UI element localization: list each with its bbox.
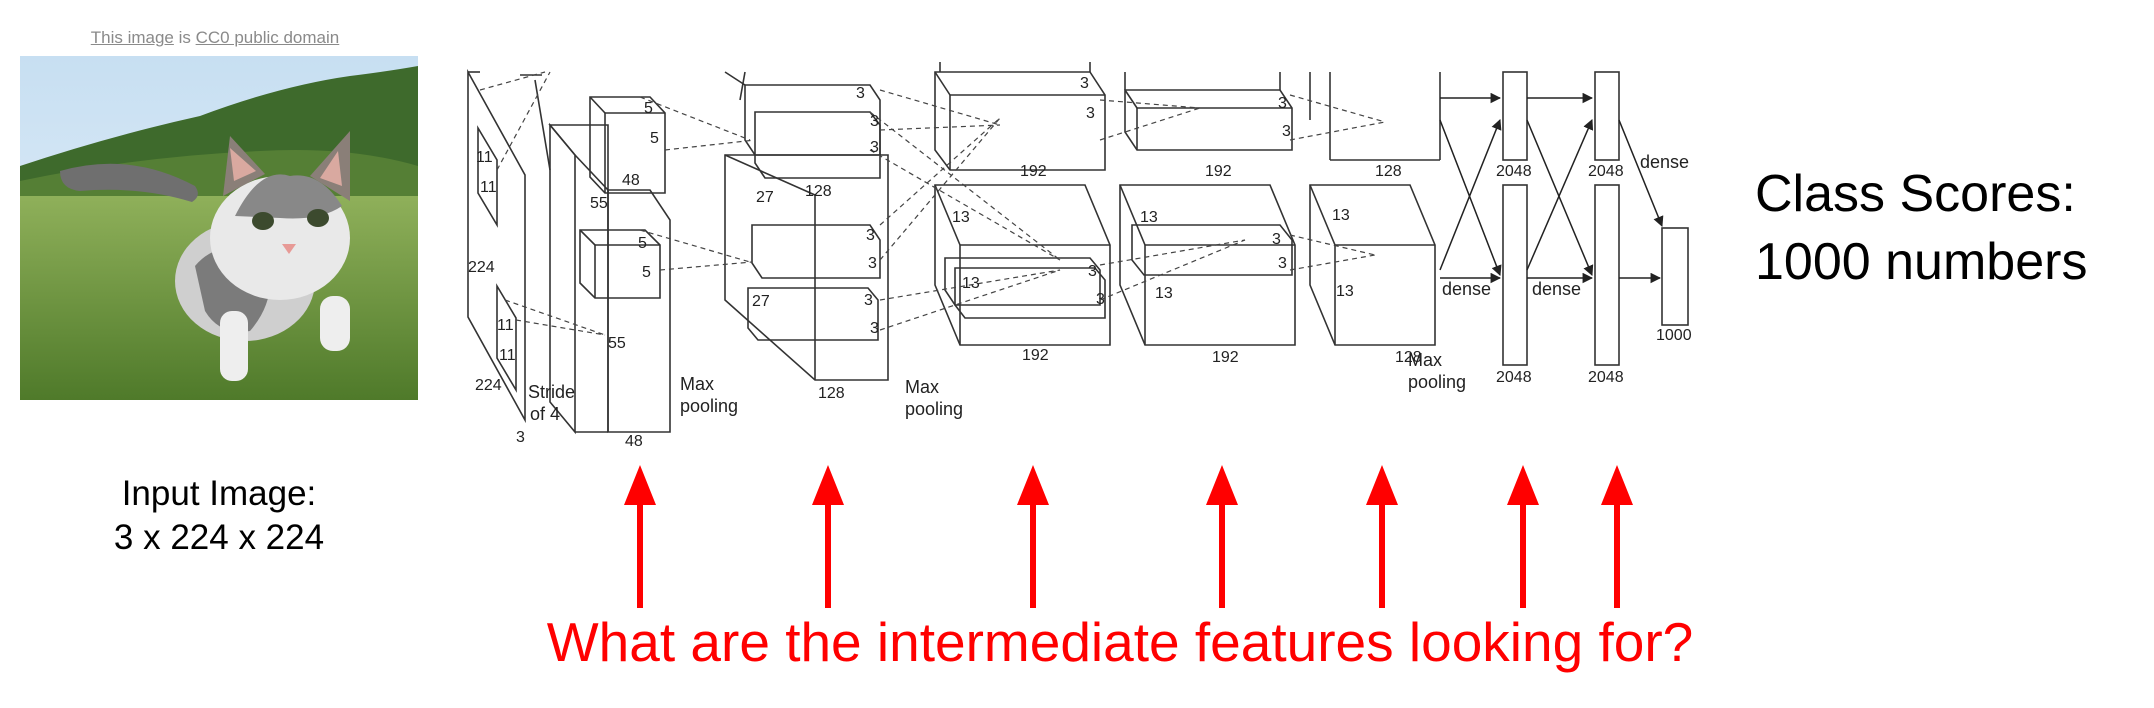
class-scores-caption: Class Scores: 1000 numbers xyxy=(1755,160,2145,296)
input-image-caption: Input Image: 3 x 224 x 224 xyxy=(20,472,418,560)
input-caption-line1: Input Image: xyxy=(121,474,317,513)
conv-connections xyxy=(479,71,1386,336)
question-caption: What are the intermediate features looki… xyxy=(546,611,1694,673)
label-2048: 2048 xyxy=(1588,369,1624,386)
red-up-arrow-icon xyxy=(1366,465,1398,608)
label-3: 3 xyxy=(1080,75,1089,92)
label-max: Max xyxy=(905,377,939,397)
label-11: 11 xyxy=(480,179,497,196)
label-3: 3 xyxy=(1278,95,1287,112)
feature-arrows xyxy=(624,465,1633,608)
label-27: 27 xyxy=(752,293,770,310)
red-up-arrow-icon xyxy=(1601,465,1633,608)
label-3: 3 xyxy=(1282,123,1291,140)
dense-layers xyxy=(1502,71,1689,366)
label-128: 128 xyxy=(1395,349,1422,366)
label-11: 11 xyxy=(497,317,514,334)
label-dense: dense xyxy=(1640,152,1689,172)
label-13: 13 xyxy=(1140,209,1158,226)
label-pooling: pooling xyxy=(1408,372,1466,392)
red-up-arrow-icon xyxy=(1017,465,1049,608)
input-volume xyxy=(467,68,551,424)
label-128: 128 xyxy=(805,183,832,200)
red-up-arrow-icon xyxy=(1507,465,1539,608)
conv5-volume xyxy=(1309,72,1441,346)
label-13: 13 xyxy=(962,275,980,292)
label-2048: 2048 xyxy=(1496,369,1532,386)
label-2048: 2048 xyxy=(1588,163,1624,180)
label-dense: dense xyxy=(1442,279,1491,299)
label-55: 55 xyxy=(590,195,608,212)
label-3: 3 xyxy=(870,113,879,130)
label-1000: 1000 xyxy=(1656,327,1692,344)
label-3: 3 xyxy=(870,139,879,156)
label-192: 192 xyxy=(1205,163,1232,180)
image-credit: This image is CC0 public domain xyxy=(0,28,430,48)
label-5: 5 xyxy=(644,100,653,117)
conv1-volume xyxy=(548,96,671,435)
label-3: 3 xyxy=(856,85,865,102)
label-5: 5 xyxy=(642,264,651,281)
label-3: 3 xyxy=(1272,231,1281,248)
label-3: 3 xyxy=(1088,263,1097,280)
label-3: 3 xyxy=(870,320,879,337)
label-5: 5 xyxy=(650,130,659,147)
label-pooling: pooling xyxy=(905,399,963,419)
label-3: 3 xyxy=(516,429,525,446)
label-11: 11 xyxy=(499,347,516,364)
label-13: 13 xyxy=(1336,283,1354,300)
class-caption-line2: 1000 numbers xyxy=(1755,233,2088,291)
conv2-volume xyxy=(724,71,889,381)
label-max: Max xyxy=(1408,350,1442,370)
label-192: 192 xyxy=(1022,347,1049,364)
label-192: 192 xyxy=(1020,163,1047,180)
label-224: 224 xyxy=(475,377,502,394)
label-5: 5 xyxy=(638,235,647,252)
label-3: 3 xyxy=(1096,291,1105,308)
label-128: 128 xyxy=(818,385,845,402)
label-128: 128 xyxy=(1375,163,1402,180)
label-224: 224 xyxy=(468,259,495,276)
label-13: 13 xyxy=(952,209,970,226)
label-3: 3 xyxy=(864,292,873,309)
label-3: 3 xyxy=(868,255,877,272)
cc0-license-link[interactable]: CC0 public domain xyxy=(195,28,340,47)
credit-mid-text: is xyxy=(173,28,196,47)
red-up-arrow-icon xyxy=(1206,465,1238,608)
input-cat-photo xyxy=(20,56,418,400)
label-dense: dense xyxy=(1532,279,1581,299)
this-image-link[interactable]: This image xyxy=(90,28,174,47)
label-48: 48 xyxy=(622,172,640,189)
label-192: 192 xyxy=(1212,349,1239,366)
conv4-volume xyxy=(1119,72,1296,346)
label-3: 3 xyxy=(866,227,875,244)
label-48: 48 xyxy=(625,433,643,450)
dense-connections xyxy=(1439,92,1664,284)
label-max: Max xyxy=(680,374,714,394)
red-up-arrow-icon xyxy=(812,465,844,608)
label-11: 11 xyxy=(476,149,493,166)
class-caption-line1: Class Scores: xyxy=(1755,165,2076,223)
label-stride: Stride xyxy=(528,382,575,402)
label-3: 3 xyxy=(1086,105,1095,122)
label-55: 55 xyxy=(608,335,626,352)
label-2048: 2048 xyxy=(1496,163,1532,180)
red-up-arrow-icon xyxy=(624,465,656,608)
label-of-4: of 4 xyxy=(530,404,560,424)
label-3: 3 xyxy=(1278,255,1287,272)
input-caption-line2: 3 x 224 x 224 xyxy=(113,518,325,557)
label-13: 13 xyxy=(1155,285,1173,302)
label-13: 13 xyxy=(1332,207,1350,224)
label-pooling: pooling xyxy=(680,396,738,416)
label-27: 27 xyxy=(756,189,774,206)
